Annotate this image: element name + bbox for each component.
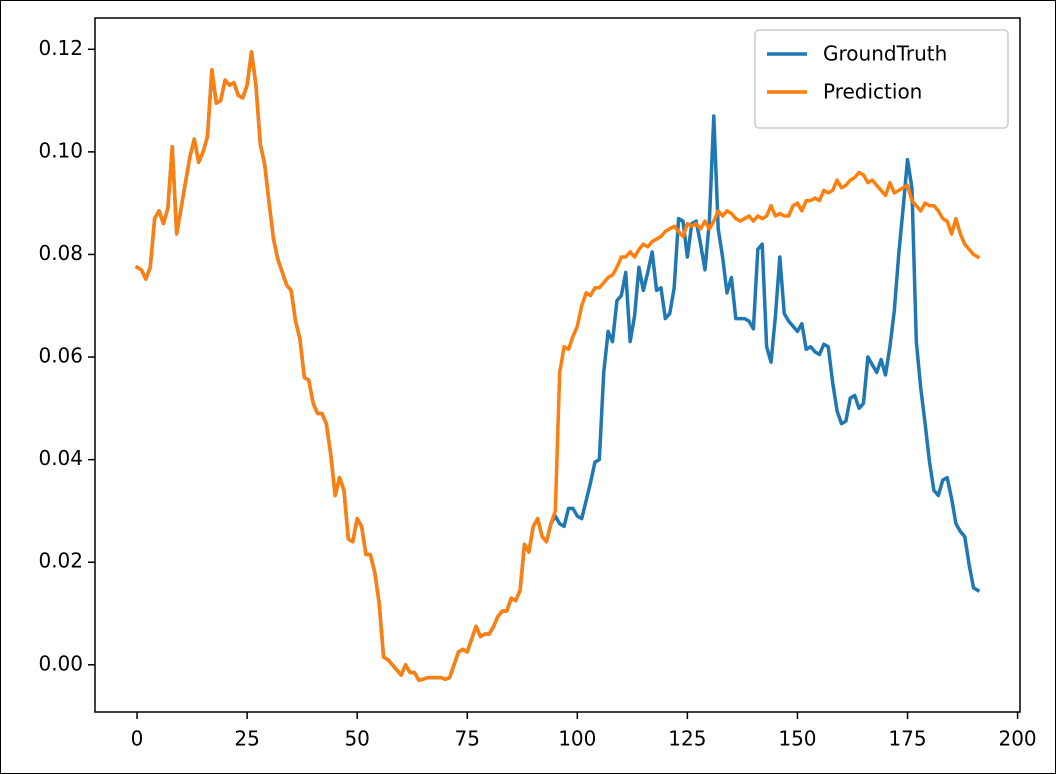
x-tick-label: 100 bbox=[558, 727, 596, 751]
x-tick-label: 200 bbox=[998, 727, 1036, 751]
legend-label: GroundTruth bbox=[823, 42, 947, 66]
x-tick-label: 50 bbox=[344, 727, 369, 751]
y-tick-label: 0.02 bbox=[38, 549, 83, 573]
x-tick-label: 125 bbox=[668, 727, 706, 751]
series-line bbox=[134, 50, 981, 682]
x-tick-label: 25 bbox=[234, 727, 259, 751]
y-tick-label: 0.12 bbox=[38, 36, 83, 60]
y-tick-label: 0.04 bbox=[38, 446, 83, 470]
x-tick-label: 75 bbox=[455, 727, 480, 751]
y-tick-label: 0.08 bbox=[38, 241, 83, 265]
y-tick-label: 0.06 bbox=[38, 344, 83, 368]
x-tick-label: 150 bbox=[778, 727, 816, 751]
legend-box bbox=[754, 29, 1009, 129]
axes-frame bbox=[94, 17, 1021, 713]
x-tick-label: 175 bbox=[888, 727, 926, 751]
x-tick-label: 0 bbox=[131, 727, 144, 751]
y-tick-label: 0.00 bbox=[38, 651, 83, 675]
y-tick-label: 0.10 bbox=[38, 138, 83, 162]
legend-label: Prediction bbox=[823, 80, 922, 104]
